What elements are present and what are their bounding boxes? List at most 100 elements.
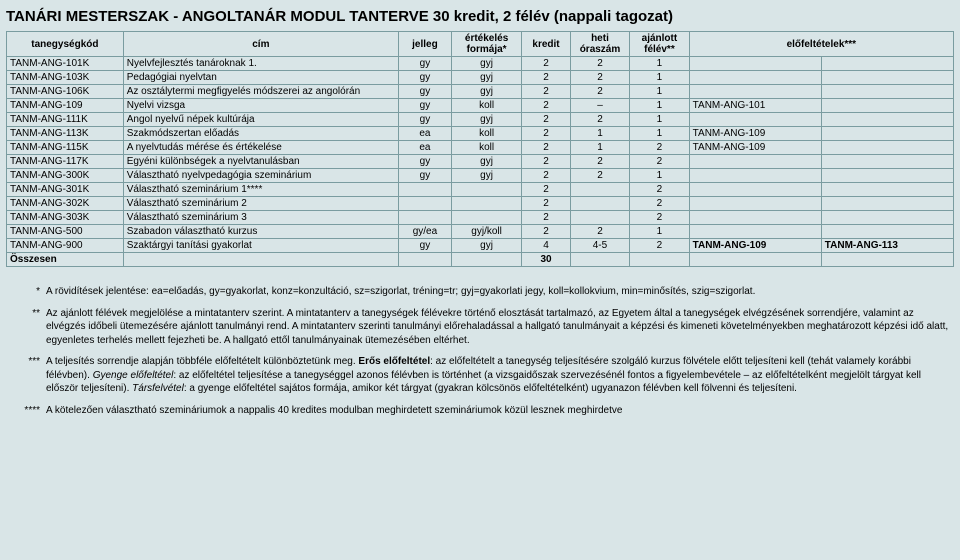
cell-code: TANM-ANG-103K bbox=[7, 71, 124, 85]
cell-sem: 2 bbox=[630, 141, 689, 155]
cell-hours bbox=[570, 211, 629, 225]
cell-credit: 2 bbox=[522, 85, 570, 99]
cell-eval: gyj bbox=[451, 57, 521, 71]
footnote-text: Az ajánlott félévek megjelölése a mintat… bbox=[46, 307, 954, 348]
cell-code: TANM-ANG-106K bbox=[7, 85, 124, 99]
cell-prereq1 bbox=[689, 57, 821, 71]
cell-sem: 1 bbox=[630, 85, 689, 99]
col-credit: kredit bbox=[522, 32, 570, 57]
cell-type: gy bbox=[399, 239, 452, 253]
cell-code: TANM-ANG-117K bbox=[7, 155, 124, 169]
cell-prereq1: TANM-ANG-109 bbox=[689, 141, 821, 155]
col-eval: értékelés formája* bbox=[451, 32, 521, 57]
cell-type: gy bbox=[399, 169, 452, 183]
table-row: TANM-ANG-301KVálasztható szeminárium 1**… bbox=[7, 183, 954, 197]
cell-prereq2 bbox=[821, 225, 953, 239]
col-sem: ajánlott félév** bbox=[630, 32, 689, 57]
table-row: TANM-ANG-500Szabadon választható kurzusg… bbox=[7, 225, 954, 239]
cell-hours: 2 bbox=[570, 57, 629, 71]
cell-prereq1 bbox=[689, 211, 821, 225]
cell-prereq2: TANM-ANG-113 bbox=[821, 239, 953, 253]
cell-prereq2 bbox=[821, 155, 953, 169]
cell-type: gy bbox=[399, 57, 452, 71]
cell-sem: 1 bbox=[630, 113, 689, 127]
cell-prereq2 bbox=[821, 183, 953, 197]
cell-eval: gyj bbox=[451, 113, 521, 127]
header-row: tanegységkód cím jelleg értékelés formáj… bbox=[7, 32, 954, 57]
cell-sem: 1 bbox=[630, 169, 689, 183]
cell-name: Nyelvi vizsga bbox=[123, 99, 398, 113]
cell-prereq1 bbox=[689, 225, 821, 239]
cell-hours: 2 bbox=[570, 155, 629, 169]
sum-cell bbox=[630, 253, 689, 267]
cell-credit: 2 bbox=[522, 155, 570, 169]
cell-hours: 1 bbox=[570, 141, 629, 155]
col-type: jelleg bbox=[399, 32, 452, 57]
footnote: **Az ajánlott félévek megjelölése a mint… bbox=[6, 307, 954, 348]
cell-type: gy bbox=[399, 99, 452, 113]
table-row: TANM-ANG-106KAz osztálytermi megfigyelés… bbox=[7, 85, 954, 99]
cell-credit: 2 bbox=[522, 141, 570, 155]
cell-name: A nyelvtudás mérése és értékelése bbox=[123, 141, 398, 155]
cell-code: TANM-ANG-113K bbox=[7, 127, 124, 141]
footnote-marker: **** bbox=[6, 404, 46, 418]
cell-eval: gyj/koll bbox=[451, 225, 521, 239]
cell-credit: 2 bbox=[522, 127, 570, 141]
cell-eval bbox=[451, 211, 521, 225]
cell-code: TANM-ANG-301K bbox=[7, 183, 124, 197]
cell-hours: 2 bbox=[570, 225, 629, 239]
cell-prereq1 bbox=[689, 155, 821, 169]
footnote-text: A kötelezően választható szemináriumok a… bbox=[46, 404, 954, 418]
cell-hours: 2 bbox=[570, 169, 629, 183]
sum-cell bbox=[570, 253, 629, 267]
cell-prereq1 bbox=[689, 197, 821, 211]
cell-credit: 2 bbox=[522, 225, 570, 239]
cell-prereq1: TANM-ANG-109 bbox=[689, 127, 821, 141]
cell-hours bbox=[570, 197, 629, 211]
cell-prereq1 bbox=[689, 85, 821, 99]
cell-hours: 1 bbox=[570, 127, 629, 141]
cell-eval bbox=[451, 183, 521, 197]
curriculum-table: tanegységkód cím jelleg értékelés formáj… bbox=[6, 31, 954, 267]
cell-credit: 2 bbox=[522, 99, 570, 113]
cell-type bbox=[399, 197, 452, 211]
cell-sem: 1 bbox=[630, 71, 689, 85]
cell-prereq1 bbox=[689, 71, 821, 85]
cell-prereq1 bbox=[689, 183, 821, 197]
cell-code: TANM-ANG-109 bbox=[7, 99, 124, 113]
cell-code: TANM-ANG-115K bbox=[7, 141, 124, 155]
cell-credit: 2 bbox=[522, 57, 570, 71]
col-name: cím bbox=[123, 32, 398, 57]
sum-cell bbox=[399, 253, 452, 267]
cell-prereq2 bbox=[821, 99, 953, 113]
cell-credit: 4 bbox=[522, 239, 570, 253]
cell-type: gy bbox=[399, 85, 452, 99]
cell-type: gy bbox=[399, 155, 452, 169]
cell-sem: 2 bbox=[630, 239, 689, 253]
cell-name: Szakmódszertan előadás bbox=[123, 127, 398, 141]
table-row: TANM-ANG-103KPedagógiai nyelvtangygyj221 bbox=[7, 71, 954, 85]
cell-hours: 2 bbox=[570, 85, 629, 99]
cell-prereq2 bbox=[821, 197, 953, 211]
cell-type: gy bbox=[399, 71, 452, 85]
cell-hours: 2 bbox=[570, 71, 629, 85]
cell-prereq2 bbox=[821, 57, 953, 71]
table-row: TANM-ANG-115KA nyelvtudás mérése és érté… bbox=[7, 141, 954, 155]
cell-prereq2 bbox=[821, 169, 953, 183]
sum-cell: Összesen bbox=[7, 253, 124, 267]
cell-prereq1 bbox=[689, 113, 821, 127]
cell-name: Pedagógiai nyelvtan bbox=[123, 71, 398, 85]
cell-name: Egyéni különbségek a nyelvtanulásban bbox=[123, 155, 398, 169]
cell-name: Választható szeminárium 2 bbox=[123, 197, 398, 211]
cell-prereq2 bbox=[821, 211, 953, 225]
cell-prereq1: TANM-ANG-101 bbox=[689, 99, 821, 113]
cell-prereq2 bbox=[821, 141, 953, 155]
footnote-text: A teljesítés sorrendje alapján többféle … bbox=[46, 355, 954, 396]
cell-sem: 2 bbox=[630, 197, 689, 211]
cell-sem: 2 bbox=[630, 183, 689, 197]
cell-eval: gyj bbox=[451, 71, 521, 85]
cell-code: TANM-ANG-300K bbox=[7, 169, 124, 183]
cell-hours: 2 bbox=[570, 113, 629, 127]
table-row: TANM-ANG-300KVálasztható nyelvpedagógia … bbox=[7, 169, 954, 183]
sum-cell bbox=[689, 253, 821, 267]
